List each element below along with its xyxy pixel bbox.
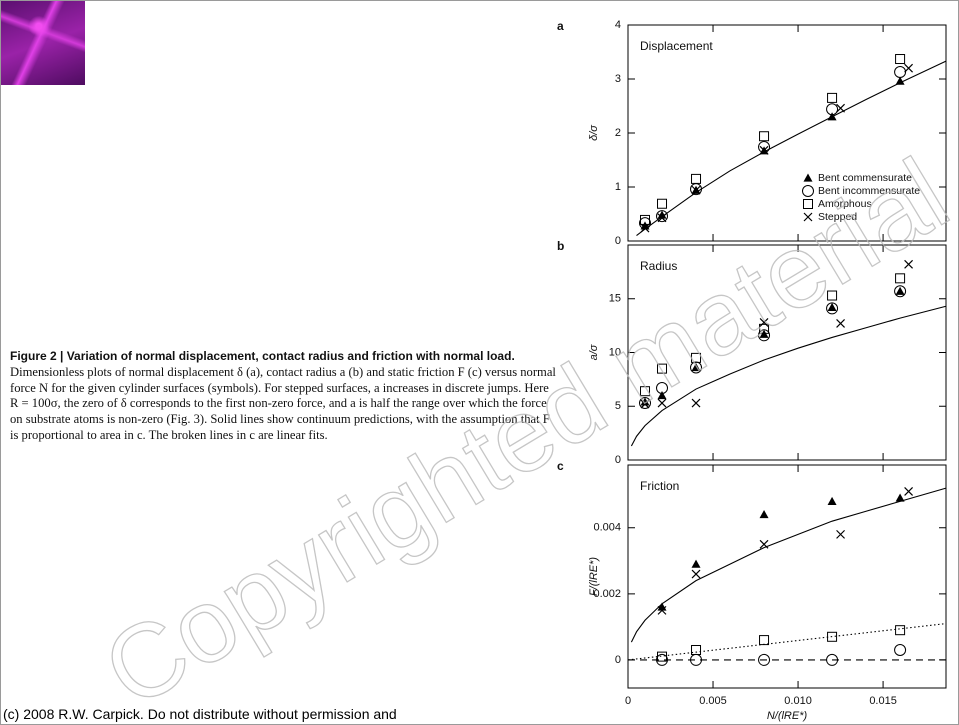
figure: aDisplacementδ/σ01234Bent commensurateBe… — [0, 0, 959, 725]
marker-cross — [837, 319, 845, 327]
marker-square — [828, 93, 837, 102]
y-tick-label: 4 — [615, 19, 621, 31]
marker-square — [692, 646, 701, 655]
panel-letter: a — [557, 19, 564, 33]
y-tick-label: 0 — [615, 235, 621, 247]
marker-cross — [837, 530, 845, 538]
marker-square — [658, 199, 667, 208]
y-tick-label: 0.002 — [593, 588, 621, 600]
y-tick-label: 1 — [615, 181, 621, 193]
marker-triangle — [896, 494, 905, 502]
panel-title: Friction — [640, 479, 679, 493]
marker-square — [760, 132, 769, 141]
marker-square — [896, 55, 905, 64]
marker-triangle — [692, 560, 701, 568]
x-axis-label: N/(lRE*) — [767, 710, 808, 722]
panel-title: Displacement — [640, 39, 713, 53]
marker-cross — [905, 64, 913, 72]
x-tick-label: 0.010 — [784, 695, 812, 707]
panel-letter: b — [557, 239, 564, 253]
fit-line — [628, 624, 946, 660]
marker-triangle — [828, 497, 837, 505]
marker-square — [896, 626, 905, 635]
panel-title: Radius — [640, 259, 677, 273]
marker-triangle — [896, 287, 905, 295]
legend-marker — [804, 174, 813, 182]
y-axis-label: δ/σ — [588, 125, 600, 141]
marker-cross — [905, 487, 913, 495]
y-tick-label: 2 — [615, 127, 621, 139]
y-tick-label: 3 — [615, 73, 621, 85]
marker-square — [692, 174, 701, 183]
page: Figure 2 | Variation of normal displacem… — [0, 0, 959, 725]
x-tick-label: 0.015 — [869, 695, 897, 707]
marker-circle — [895, 66, 906, 77]
marker-square — [760, 636, 769, 645]
y-tick-label: 15 — [609, 293, 621, 305]
y-tick-label: 0 — [615, 654, 621, 666]
marker-triangle — [760, 510, 769, 518]
fit-line — [631, 488, 946, 642]
x-tick-label: 0.005 — [699, 695, 727, 707]
y-tick-label: 0 — [615, 454, 621, 466]
marker-circle — [895, 645, 906, 656]
x-tick-label: 0 — [625, 695, 631, 707]
y-tick-label: 0.004 — [593, 522, 621, 534]
marker-cross — [692, 570, 700, 578]
